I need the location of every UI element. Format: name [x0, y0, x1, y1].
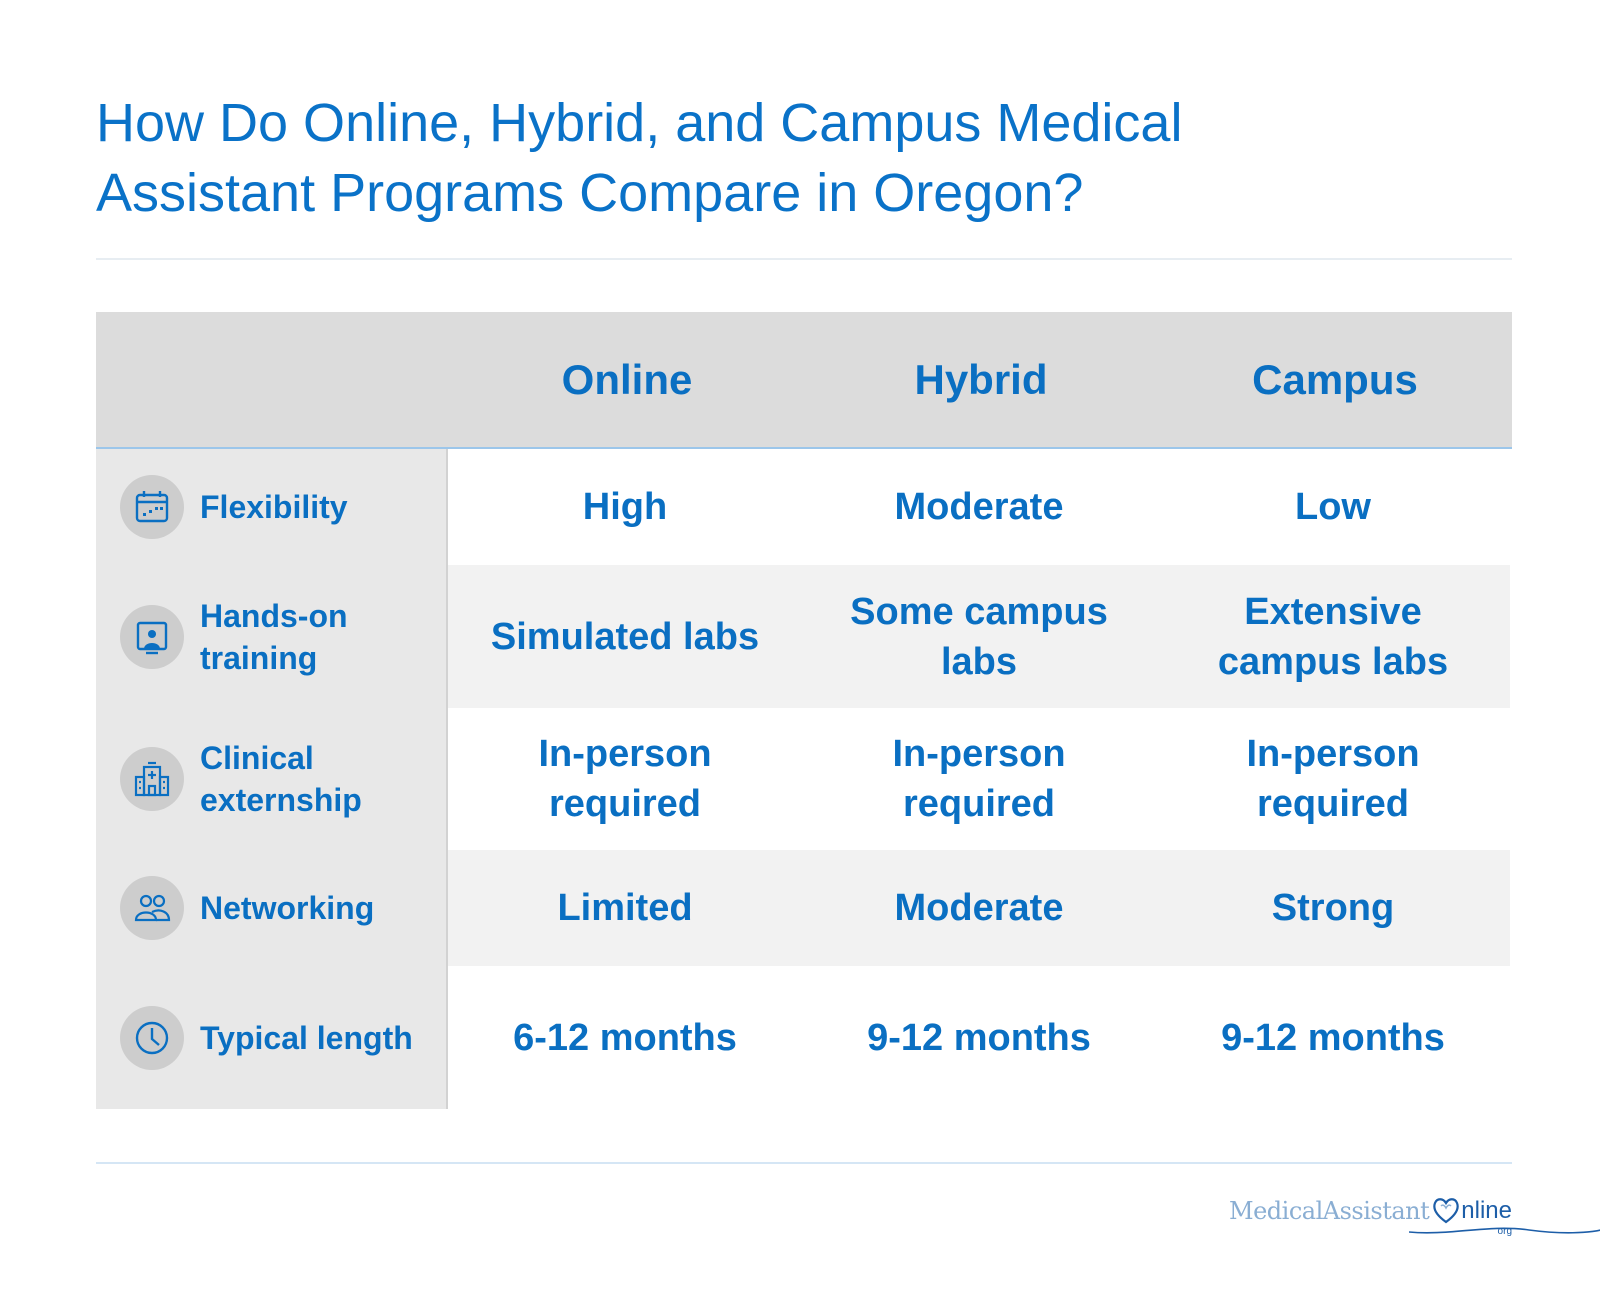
- row-label-text: Clinical externship: [200, 740, 362, 818]
- cell-online: Limited: [448, 850, 802, 966]
- column-header-hybrid: Hybrid: [914, 355, 1048, 403]
- cell-hybrid: Moderate: [802, 850, 1156, 966]
- logo-suffix: org: [1497, 1226, 1512, 1237]
- row-label-networking: Networking: [96, 850, 448, 966]
- cell-online: Simulated labs: [448, 565, 802, 708]
- people-group-icon: [120, 876, 184, 940]
- column-header-campus: Campus: [1252, 355, 1418, 403]
- cell-online: High: [448, 449, 802, 565]
- column-header-online: Online: [561, 355, 693, 403]
- header-empty-cell: [96, 312, 450, 447]
- row-label-flexibility: Flexibility: [96, 449, 448, 565]
- row-label-text: Typical length: [200, 1019, 413, 1056]
- row-label-typical-length: Typical length: [96, 966, 448, 1109]
- bottom-divider: [96, 1162, 1512, 1164]
- cell-hybrid: In-person required: [802, 708, 1156, 850]
- cell-campus: 9-12 months: [1156, 966, 1510, 1109]
- table-row-hands-on-training: Hands-on training Simulated labs Some ca…: [96, 565, 1512, 708]
- logo-wordmark-part1: MedicalAssistant: [1229, 1197, 1430, 1225]
- brand-logo[interactable]: MedicalAssistant nline org: [1229, 1196, 1600, 1237]
- table-row-networking: Networking Limited Moderate Strong: [96, 850, 1512, 966]
- logo-swoosh-icon: [1409, 1227, 1600, 1234]
- calendar-icon: [120, 475, 184, 539]
- heart-stethoscope-icon: [1433, 1198, 1460, 1224]
- hospital-building-icon: [120, 747, 184, 811]
- top-divider: [96, 258, 1512, 260]
- cell-campus: Strong: [1156, 850, 1510, 966]
- cell-campus: Low: [1156, 449, 1510, 565]
- cell-online: In-person required: [448, 708, 802, 850]
- row-label-text: Hands-on training: [200, 597, 348, 676]
- page-title: How Do Online, Hybrid, and Campus Medica…: [96, 93, 1183, 223]
- table-row-typical-length: Typical length 6-12 months 9-12 months 9…: [96, 966, 1512, 1109]
- cell-campus: Extensive campus labs: [1156, 565, 1510, 708]
- cell-hybrid: 9-12 months: [802, 966, 1156, 1109]
- logo-wordmark-part2: nline: [1461, 1197, 1512, 1224]
- row-label-text: Flexibility: [200, 489, 348, 525]
- clock-icon: [120, 1005, 184, 1070]
- cell-campus: In-person required: [1156, 708, 1510, 850]
- row-label-clinical-externship: Clinical externship: [96, 708, 448, 850]
- row-label-hands-on-training: Hands-on training: [96, 565, 448, 708]
- table-row-flexibility: Flexibility High Moderate Low: [96, 449, 1512, 565]
- cell-hybrid: Some campus labs: [802, 565, 1156, 708]
- row-label-text: Networking: [200, 890, 375, 926]
- comparison-table: Online Hybrid Campus Flexibility High: [96, 312, 1512, 1109]
- cell-hybrid: Moderate: [802, 449, 1156, 565]
- presentation-user-icon: [120, 604, 184, 669]
- table-header-row: Online Hybrid Campus: [96, 312, 1512, 449]
- cell-online: 6-12 months: [448, 966, 802, 1109]
- table-row-clinical-externship: Clinical externship In-person required I…: [96, 708, 1512, 850]
